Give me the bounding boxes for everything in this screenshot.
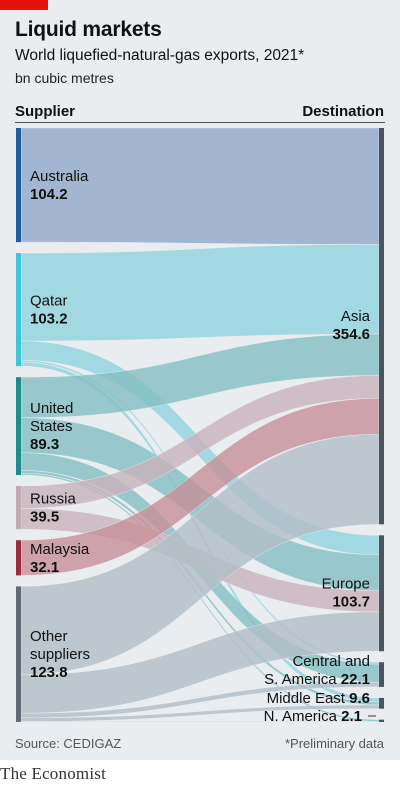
source-value-russia: 39.5 — [30, 509, 59, 526]
target-label-me: Middle East 9.6 — [267, 690, 370, 707]
target-label-europe: Europe — [322, 575, 370, 592]
source-bar-australia — [16, 128, 21, 243]
source-bar-qatar — [16, 253, 21, 367]
supplier-column-label: Supplier — [15, 103, 76, 120]
header-rule — [15, 122, 385, 123]
chart-unit: bn cubic metres — [15, 70, 114, 86]
source-label-us: States — [30, 418, 73, 435]
target-bar-nam — [379, 719, 384, 722]
target-label-csam-2: S. America 22.1 — [264, 671, 370, 688]
source-value-qatar: 103.2 — [30, 311, 68, 328]
source-label-other: suppliers — [30, 646, 90, 663]
flow-australia-to-asia — [20, 127, 380, 245]
source-label-australia: Australia — [30, 168, 89, 185]
source-value-other: 123.8 — [30, 664, 68, 681]
source-bar-other — [16, 586, 21, 722]
flow-other-to-asia — [20, 434, 380, 675]
target-label-asia: Asia — [341, 308, 371, 325]
source-label-russia: Russia — [30, 491, 77, 508]
chart-title: Liquid markets — [15, 18, 162, 41]
source-bar-russia — [16, 485, 21, 530]
economist-logo: The Economist — [0, 764, 106, 783]
chart-subtitle: World liquefied-natural-gas exports, 202… — [15, 47, 305, 64]
source-label-malaysia: Malaysia — [30, 541, 90, 558]
target-value-europe: 103.7 — [332, 593, 370, 610]
flow-qatar-to-asia — [20, 244, 380, 342]
source-bar-malaysia — [16, 540, 21, 576]
target-bar-asia — [379, 128, 384, 525]
economist-red-tag — [0, 0, 48, 10]
target-label-csam: Central and — [292, 653, 370, 670]
target-bar-csam — [379, 662, 384, 687]
target-label-nam: N. America 2.1 — [264, 708, 362, 725]
source-label-qatar: Qatar — [30, 293, 68, 310]
source-value-us: 89.3 — [30, 436, 59, 453]
source-label-us: United — [30, 400, 73, 417]
target-bar-me — [379, 697, 384, 709]
destination-column-label: Destination — [302, 103, 384, 120]
target-value-asia: 354.6 — [332, 326, 370, 343]
flow-other-to-me — [20, 704, 380, 722]
preliminary-note: *Preliminary data — [285, 736, 384, 751]
flows-group — [20, 127, 380, 723]
source-note: Source: CEDIGAZ — [15, 736, 122, 751]
target-bar-europe — [379, 535, 384, 652]
source-bar-us — [16, 377, 21, 475]
source-label-other: Other — [30, 628, 68, 645]
source-value-malaysia: 32.1 — [30, 559, 59, 576]
source-value-australia: 104.2 — [30, 186, 68, 203]
